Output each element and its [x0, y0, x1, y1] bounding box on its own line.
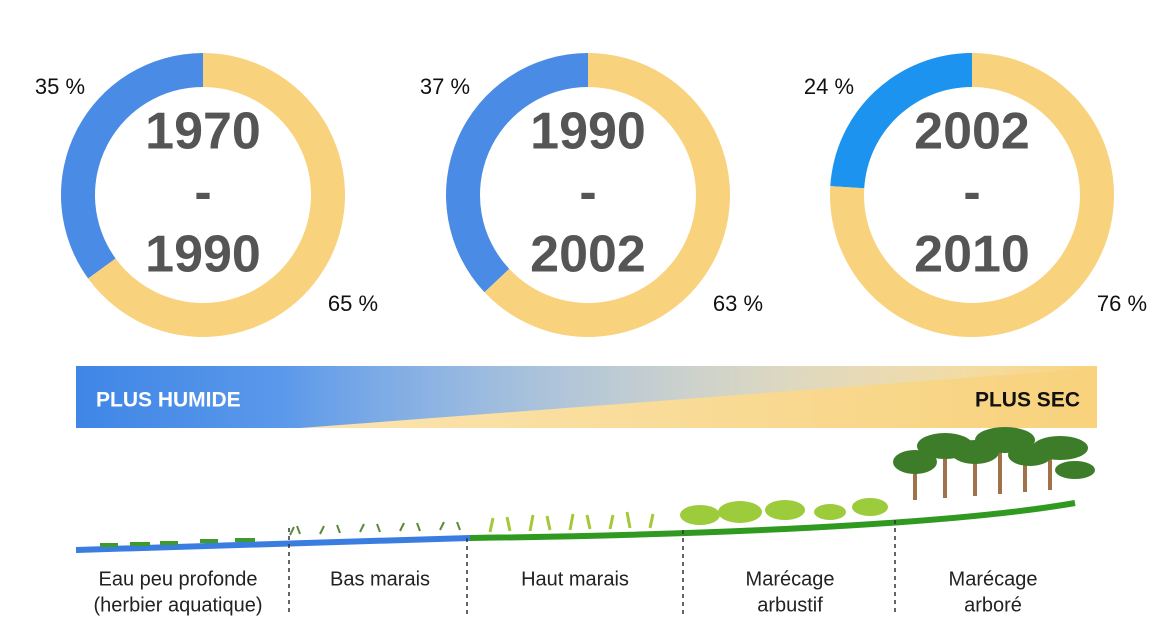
zone-label: (herbier aquatique): [94, 594, 263, 616]
landscape: [75, 427, 1095, 615]
value-label: 35 %: [35, 74, 85, 99]
zone-label: arbustif: [757, 594, 823, 616]
donut-segment: [60, 53, 203, 279]
zone-label: Bas marais: [330, 568, 430, 590]
period-label: 1990: [145, 226, 261, 284]
period-label: 1970: [145, 103, 261, 161]
donut-segment: [830, 53, 972, 189]
value-label: 65 %: [328, 291, 378, 316]
value-label: 76 %: [1097, 291, 1147, 316]
zone-label: Marécage: [949, 568, 1038, 590]
donut-segment: [484, 53, 730, 338]
period-label: 2002: [530, 226, 646, 284]
period-label: 2002: [914, 103, 1030, 161]
zone-label: arboré: [964, 594, 1022, 616]
wet-label: PLUS HUMIDE: [96, 389, 241, 412]
value-label: 63 %: [713, 291, 763, 316]
period-label: -: [579, 164, 596, 222]
donut-segment: [445, 53, 588, 293]
value-label: 24 %: [804, 74, 854, 99]
period-label: 2010: [914, 226, 1030, 284]
zone-label: Marécage: [746, 568, 835, 590]
dry-label: PLUS SEC: [975, 389, 1080, 412]
gradient-bar: PLUS HUMIDE PLUS SEC: [76, 366, 1097, 428]
period-label: -: [194, 164, 211, 222]
period-label: -: [963, 164, 980, 222]
zone-label: Haut marais: [521, 568, 629, 590]
zone-label: Eau peu profonde: [98, 568, 257, 590]
period-label: 1990: [530, 103, 646, 161]
value-label: 37 %: [420, 74, 470, 99]
